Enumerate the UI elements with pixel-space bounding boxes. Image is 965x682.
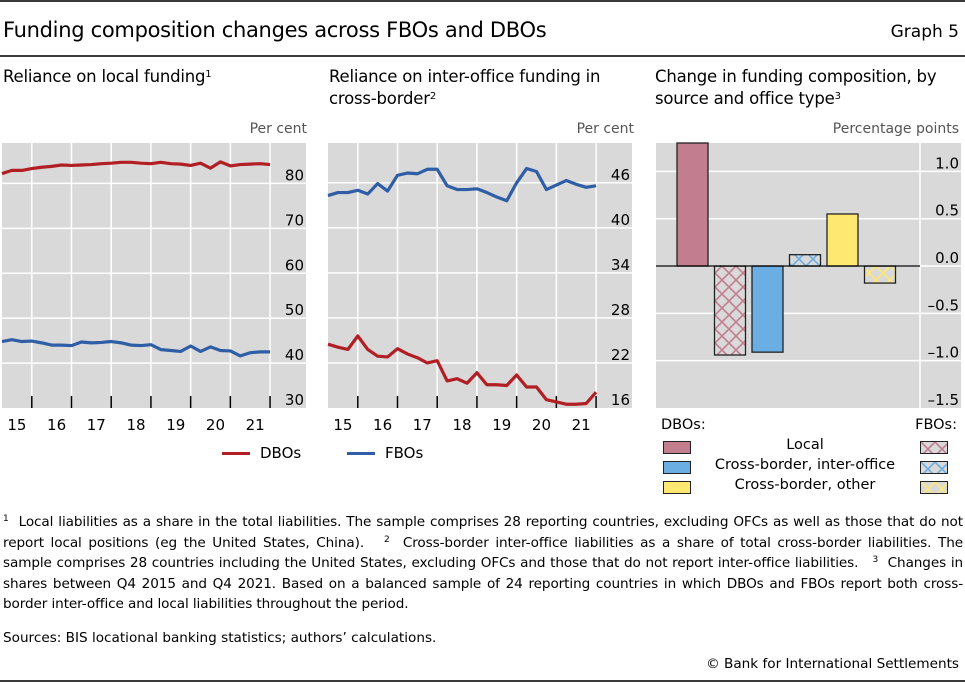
series-line-dbos — [1, 160, 271, 176]
top-rule — [0, 0, 965, 2]
x-tick-label: 16 — [373, 416, 392, 434]
bar-legend-fbos-header: FBOs: — [915, 417, 957, 433]
legend-fbo-other-swatch — [920, 481, 948, 494]
legend-dbo-local-swatch — [663, 441, 691, 454]
panel3-unit-label: Percentage points — [832, 121, 959, 137]
panel3-title-l1: Change in funding composition, by — [655, 67, 937, 86]
bar-fbos-inter-office — [788, 254, 822, 267]
legend-inter-office-label: Cross-border, inter-office — [714, 457, 896, 473]
bar-fbos-other — [863, 265, 897, 284]
y-tick-label: 1.0 — [935, 154, 959, 172]
y-tick-label: 0.5 — [935, 202, 959, 220]
legend-fbos-label: FBOs — [385, 444, 424, 462]
header-rule — [0, 55, 965, 57]
legend-dbo-inter-office-swatch — [663, 461, 691, 474]
panel3-footnote-ref: 3 — [834, 91, 841, 102]
legend-fbo-local-swatch — [920, 441, 948, 454]
legend-fbos-swatch — [347, 451, 375, 455]
footnote-1: Local liabilities as a share in the tota… — [3, 514, 963, 551]
panel2-title-l1: Reliance on inter-office funding in — [329, 67, 601, 86]
panel1-unit-label: Per cent — [249, 121, 307, 137]
panel1-footnote-ref: 1 — [205, 69, 212, 80]
legend-dbos-swatch — [222, 451, 250, 455]
footnotes: 1 Local liabilities as a share in the to… — [3, 512, 963, 615]
footnote-3-mark: 3 — [872, 555, 879, 565]
y-tick-label: 34 — [611, 256, 630, 274]
bar-dbos-inter-office — [751, 265, 784, 353]
x-tick-label: 18 — [452, 416, 471, 434]
sources: Sources: BIS locational banking statisti… — [3, 630, 437, 646]
y-tick-label: 40 — [611, 211, 630, 229]
panel3-title-l2: source and office type — [655, 89, 835, 108]
bar-dbos-local — [676, 142, 709, 267]
panel2-chart: 16 22 28 34 40 46 15 16 17 18 19 20 21 — [327, 143, 632, 434]
legend-fbo-inter-office-swatch — [920, 461, 948, 474]
series-line-dbos — [327, 334, 598, 406]
y-tick-label: 46 — [611, 166, 630, 184]
bottom-rule — [0, 680, 965, 682]
y-tick-label: 40 — [285, 346, 304, 364]
footnote-2-mark: 2 — [383, 534, 390, 545]
x-tick-label: 17 — [87, 416, 106, 434]
x-tick-label: 17 — [413, 416, 432, 434]
y-tick-label: 22 — [611, 346, 630, 364]
legend-dbos-label: DBOs — [260, 444, 302, 462]
x-tick-label: 16 — [47, 416, 66, 434]
x-tick-label: 18 — [126, 416, 145, 434]
y-tick-label: 16 — [611, 391, 630, 409]
panel3-chart: –1.5 –1.0 –0.5 0.0 0.5 1.0 — [656, 142, 961, 409]
footnote-1-mark: 1 — [3, 514, 9, 524]
x-tick-label: 15 — [7, 416, 26, 434]
x-tick-label: 20 — [532, 416, 551, 434]
x-tick-label: 21 — [246, 416, 265, 434]
copyright: © Bank for International Settlements — [706, 656, 959, 672]
panel3-title: Change in funding composition, by source … — [655, 66, 965, 110]
x-tick-label: 20 — [206, 416, 225, 434]
legend-dbos: DBOs — [222, 444, 301, 462]
bar-dbos-other — [826, 213, 859, 267]
x-tick-label: 19 — [492, 416, 511, 434]
legend-fbos: FBOs — [347, 444, 423, 462]
y-tick-label: –1.5 — [928, 391, 959, 409]
bar-legend-dbos-header: DBOs: — [661, 417, 706, 433]
series-line-fbos — [1, 338, 271, 358]
panel2-title-l2: cross-border — [329, 89, 430, 108]
y-tick-label: 28 — [611, 301, 630, 319]
x-tick-label: 19 — [166, 416, 185, 434]
panel2-title: Reliance on inter-office funding in cross… — [329, 66, 639, 110]
y-tick-label: –0.5 — [928, 296, 959, 314]
panel1-chart: 30 40 50 60 70 80 15 16 17 18 19 20 21 — [1, 143, 306, 434]
series-line-fbos — [327, 166, 597, 203]
y-tick-label: 80 — [285, 166, 304, 184]
y-tick-label: 30 — [285, 391, 304, 409]
legend-dbo-other-swatch — [663, 481, 691, 494]
footnote-2: Cross-border inter-office liabilities as… — [3, 534, 963, 572]
x-tick-label: 21 — [572, 416, 591, 434]
graph-number: Graph 5 — [890, 22, 959, 42]
legend-local-label: Local — [786, 437, 824, 453]
y-tick-label: 70 — [285, 211, 304, 229]
y-tick-label: –1.0 — [928, 344, 959, 362]
panel1-title: Reliance on local funding1 — [3, 66, 313, 88]
y-tick-label: 0.0 — [935, 249, 959, 267]
y-tick-label: 50 — [285, 301, 304, 319]
panel2-unit-label: Per cent — [576, 121, 634, 137]
bar-fbos-local — [713, 265, 747, 356]
footnote-3: Changes in shares between Q4 2015 and Q4… — [3, 555, 964, 612]
panel1-title-text: Reliance on local funding — [3, 67, 206, 86]
panel2-footnote-ref: 2 — [429, 91, 436, 102]
x-tick-label: 15 — [333, 416, 352, 434]
y-tick-label: 60 — [285, 256, 304, 274]
graph-title: Funding composition changes across FBOs … — [3, 18, 547, 42]
legend-other-label: Cross-border, other — [734, 477, 876, 493]
